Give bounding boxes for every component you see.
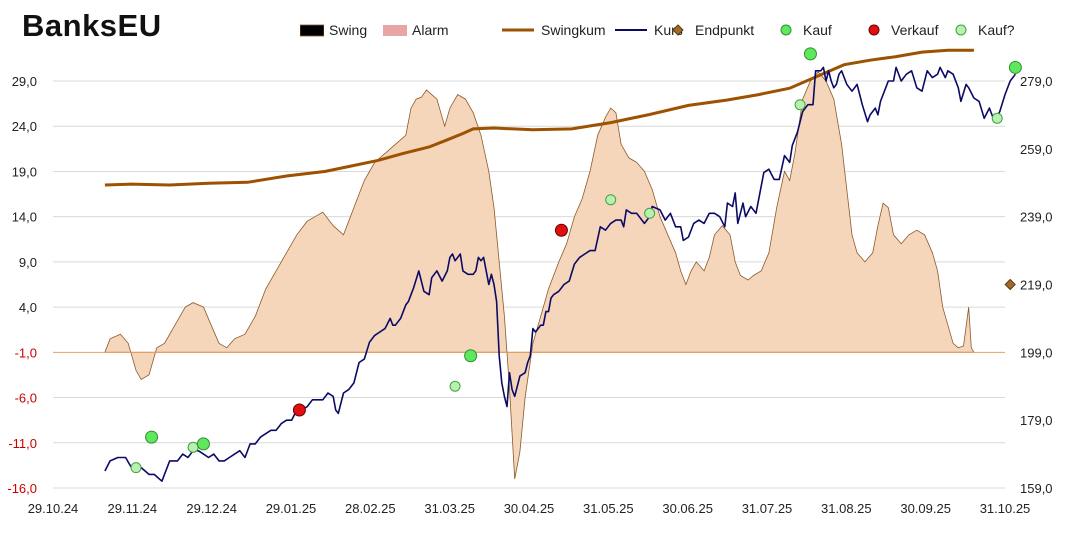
y-right-tick-label: 259,0 bbox=[1020, 142, 1053, 157]
legend-swatch-swing bbox=[300, 24, 324, 37]
kauf-fragezeichen-marker bbox=[130, 462, 142, 474]
y-left-tick-label: 4,0 bbox=[19, 300, 37, 315]
x-tick-label: 31.08.25 bbox=[821, 501, 872, 516]
legend-item-endpunkt: Endpunkt bbox=[666, 22, 754, 38]
legend-label: Endpunkt bbox=[695, 22, 755, 38]
y-left-tick-label: 19,0 bbox=[12, 164, 37, 179]
chart-title: BanksEU bbox=[22, 8, 162, 43]
legend-label: Swing bbox=[329, 22, 368, 38]
x-tick-label: 31.05.25 bbox=[583, 501, 634, 516]
y-right-tick-label: 179,0 bbox=[1020, 413, 1053, 428]
legend-label: Kauf? bbox=[978, 22, 1015, 38]
endpunkt-marker bbox=[1004, 278, 1016, 291]
kauf-marker bbox=[1008, 60, 1022, 74]
x-tick-label: 29.11.24 bbox=[108, 501, 158, 516]
kauf-marker bbox=[196, 437, 210, 451]
x-tick-label: 31.03.25 bbox=[424, 501, 475, 516]
x-tick-label: 31.07.25 bbox=[742, 501, 793, 516]
y-right-tick-label: 219,0 bbox=[1020, 278, 1053, 293]
y-right-tick-label: 199,0 bbox=[1020, 345, 1053, 360]
legend-swatch-kauf_q bbox=[955, 24, 967, 36]
y-left-tick-label: -16,0 bbox=[7, 481, 37, 496]
x-tick-label: 28.02.25 bbox=[345, 501, 396, 516]
verkauf-marker bbox=[554, 223, 568, 237]
y-left-tick-label: -11,0 bbox=[8, 436, 37, 451]
legend-label: Alarm bbox=[412, 22, 449, 38]
x-tick-label: 29.12.24 bbox=[186, 501, 237, 516]
legend-item-kauf: Kauf bbox=[774, 22, 832, 38]
kauf-fragezeichen-marker bbox=[449, 380, 461, 392]
kauf-fragezeichen-marker bbox=[644, 207, 656, 219]
y-right-tick-label: 279,0 bbox=[1020, 74, 1053, 89]
legend-label: Verkauf bbox=[891, 22, 939, 38]
y-right-tick-label: 159,0 bbox=[1020, 481, 1053, 496]
legend-item-swing: Swing bbox=[300, 22, 367, 38]
y-left-tick-label: 14,0 bbox=[12, 210, 37, 225]
kauf-fragezeichen-marker bbox=[605, 194, 617, 206]
kauf-marker bbox=[464, 349, 478, 363]
kauf-fragezeichen-marker bbox=[187, 441, 199, 453]
legend-swatch-endpunkt bbox=[672, 24, 684, 36]
x-tick-label: 31.10.25 bbox=[980, 501, 1031, 516]
y-left-tick-label: -6,0 bbox=[15, 391, 37, 406]
y-left-tick-label: 9,0 bbox=[19, 255, 37, 270]
kauf-marker bbox=[803, 47, 817, 61]
legend-swatch-alarm bbox=[383, 25, 407, 36]
kauf-fragezeichen-marker bbox=[794, 99, 806, 111]
legend-label: Kurs bbox=[654, 22, 683, 38]
x-tick-label: 30.06.25 bbox=[662, 501, 713, 516]
y-left-tick-label: 24,0 bbox=[12, 119, 37, 134]
swing-area bbox=[104, 71, 975, 480]
legend-swatch-swingkum bbox=[502, 28, 534, 32]
verkauf-marker bbox=[292, 403, 306, 417]
legend-item-kurs: Kurs bbox=[613, 22, 683, 38]
y-left-tick-label: 29,0 bbox=[12, 74, 37, 89]
legend-label: Swingkum bbox=[541, 22, 606, 38]
x-tick-label: 29.01.25 bbox=[266, 501, 317, 516]
swingkum-line bbox=[104, 48, 974, 187]
legend-label: Kauf bbox=[803, 22, 832, 38]
legend-item-alarm: Alarm bbox=[383, 22, 449, 38]
legend-swatch-kurs bbox=[615, 29, 647, 31]
kauf-fragezeichen-marker bbox=[991, 112, 1003, 124]
y-right-tick-label: 239,0 bbox=[1020, 210, 1053, 225]
y-left-tick-label: -1,0 bbox=[15, 345, 37, 360]
x-tick-label: 30.04.25 bbox=[504, 501, 555, 516]
x-tick-label: 29.10.24 bbox=[28, 501, 79, 516]
legend-swatch-verkauf bbox=[868, 24, 880, 36]
x-tick-label: 30.09.25 bbox=[900, 501, 951, 516]
legend-item-kauf_q: Kauf? bbox=[949, 22, 1015, 38]
legend-swatch-kauf bbox=[780, 24, 792, 36]
kauf-marker bbox=[145, 430, 159, 444]
legend-item-swingkum: Swingkum bbox=[500, 22, 606, 38]
legend-item-verkauf: Verkauf bbox=[862, 22, 938, 38]
